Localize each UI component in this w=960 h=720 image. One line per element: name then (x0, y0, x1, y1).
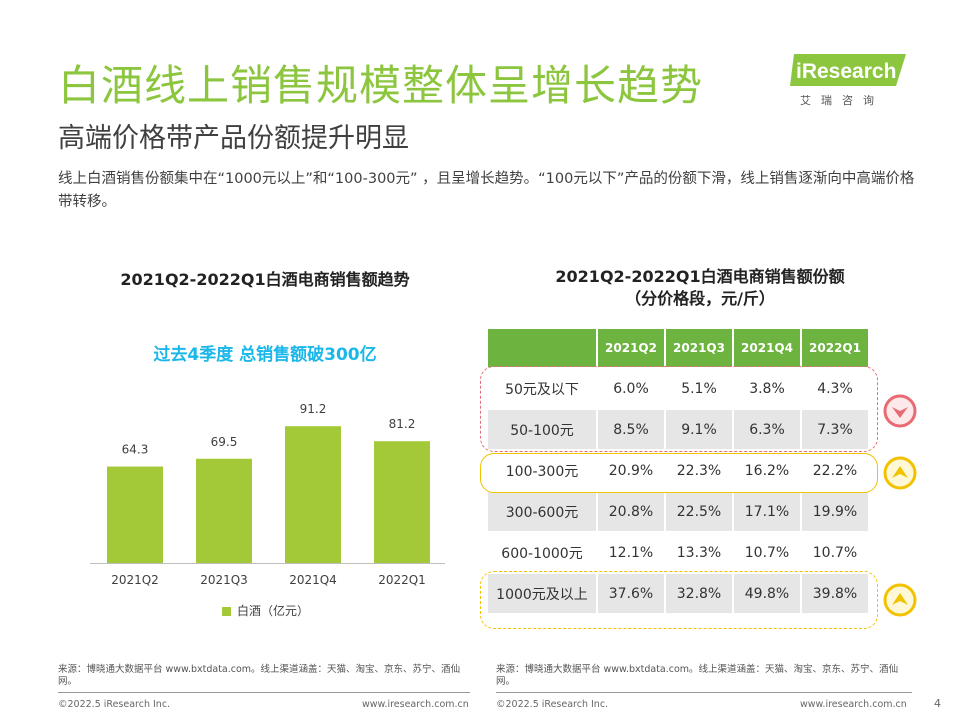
row-label: 1000元及以上 (488, 574, 596, 613)
table-cell: 10.7% (734, 533, 800, 572)
table-cell: 32.8% (666, 574, 732, 613)
bar-2022Q1 (374, 441, 430, 563)
row-label: 600-1000元 (488, 533, 596, 572)
logo-chinese: 艾瑞咨询 (800, 94, 884, 107)
bar-2021Q3 (196, 458, 252, 563)
table-cell: 9.1% (666, 410, 732, 449)
bar-2021Q2 (107, 466, 163, 563)
table-cell: 12.1% (598, 533, 664, 572)
bar-chart-title: 2021Q2-2022Q1白酒电商销售额趋势 (120, 270, 410, 289)
table-cell: 19.9% (802, 492, 868, 531)
share-table-title-line1: 2021Q2-2022Q1白酒电商销售额份额 (555, 267, 845, 286)
table-cell: 7.3% (802, 410, 868, 449)
source-note-left: 来源：博晓通大数据平台 www.bxtdata.com。线上渠道涵盖：天猫、淘宝… (58, 664, 461, 687)
table-cell: 8.5% (598, 410, 664, 449)
row-label: 300-600元 (488, 492, 596, 531)
share-table: 2021Q2 2021Q3 2021Q4 2022Q1 50元及以下 6.0% … (486, 327, 870, 615)
table-cell: 49.8% (734, 574, 800, 613)
column-header: 2022Q1 (802, 329, 868, 367)
row-label: 50-100元 (488, 410, 596, 449)
copyright-right: ©2022.5 iResearch Inc. (496, 699, 609, 710)
sales-bar-chart: 64.3 2021Q2 69.5 2021Q3 91.2 2021Q4 81.2 2022Q1 (90, 402, 445, 587)
arrow-up-icon (883, 456, 917, 490)
x-tick-label: 2021Q2 (111, 573, 159, 587)
bar-chart-legend: 白酒（亿元） (222, 602, 309, 619)
logo-name: iResearch (796, 60, 897, 83)
bar-chart-annotation: 过去4季度 总销售额破300亿 (153, 345, 377, 365)
arrow-down-icon (883, 394, 917, 428)
bar-value-label: 91.2 (300, 402, 327, 416)
mid-price-highlight (480, 453, 878, 493)
table-row: 50元及以下 6.0% 5.1% 3.8% 4.3% (488, 369, 868, 408)
arrow-up-icon (883, 583, 917, 617)
copyright-left: ©2022.5 iResearch Inc. (58, 699, 171, 710)
legend-label: 白酒（亿元） (237, 604, 310, 618)
bar-2021Q4 (285, 426, 341, 563)
row-label: 100-300元 (488, 451, 596, 490)
website-right: www.iresearch.com.cn (800, 699, 907, 710)
row-label: 50元及以下 (488, 369, 596, 408)
page-subtitle: 高端价格带产品份额提升明显 (58, 123, 409, 154)
table-cell: 22.2% (802, 451, 868, 490)
bar-value-label: 81.2 (389, 417, 416, 431)
table-cell: 22.5% (666, 492, 732, 531)
footer-divider-left (58, 692, 470, 693)
share-table-title: 2021Q2-2022Q1白酒电商销售额份额 （分价格段，元/斤） (480, 266, 920, 310)
page-description: 线上白酒销售份额集中在“1000元以上”和“100-300元” ，且呈增长趋势。… (58, 171, 915, 210)
source-note-right: 来源：博晓通大数据平台 www.bxtdata.com。线上渠道涵盖：天猫、淘宝… (496, 664, 899, 687)
table-cell: 37.6% (598, 574, 664, 613)
table-row: 600-1000元 12.1% 13.3% 10.7% 10.7% (488, 533, 868, 572)
table-cell: 5.1% (666, 369, 732, 408)
table-cell: 4.3% (802, 369, 868, 408)
high-price-highlight (480, 571, 878, 629)
table-cell: 10.7% (802, 533, 868, 572)
table-cell: 17.1% (734, 492, 800, 531)
table-cell: 39.8% (802, 574, 868, 613)
x-tick-label: 2021Q4 (289, 573, 337, 587)
table-cell: 6.3% (734, 410, 800, 449)
column-header: 2021Q2 (598, 329, 664, 367)
website-left: www.iresearch.com.cn (362, 699, 469, 710)
table-cell: 16.2% (734, 451, 800, 490)
table-row: 300-600元 20.8% 22.5% 17.1% 19.9% (488, 492, 868, 531)
table-cell: 3.8% (734, 369, 800, 408)
page-number: 4 (934, 697, 941, 710)
column-header: 2021Q3 (666, 329, 732, 367)
x-tick-label: 2021Q3 (200, 573, 248, 587)
bar-value-label: 69.5 (211, 435, 238, 449)
column-header: 2021Q4 (734, 329, 800, 367)
footer-divider-right (496, 692, 912, 693)
table-row: 100-300元 20.9% 22.3% 16.2% 22.2% (488, 451, 868, 490)
table-cell: 6.0% (598, 369, 664, 408)
bar-value-label: 64.3 (122, 443, 149, 457)
table-row: 50-100元 8.5% 9.1% 6.3% 7.3% (488, 410, 868, 449)
table-header-row: 2021Q2 2021Q3 2021Q4 2022Q1 (488, 329, 868, 367)
page-title: 白酒线上销售规模整体呈增长趋势 (58, 61, 704, 110)
logo-flag-icon (790, 54, 906, 86)
table-corner-cell (488, 329, 596, 367)
iresearch-logo: iResearch 艾瑞咨询 (790, 50, 910, 112)
table-cell: 20.9% (598, 451, 664, 490)
legend-swatch (222, 607, 231, 616)
low-price-highlight (480, 366, 878, 452)
table-row: 1000元及以上 37.6% 32.8% 49.8% 39.8% (488, 574, 868, 613)
share-table-title-line2: （分价格段，元/斤） (625, 289, 775, 308)
table-cell: 13.3% (666, 533, 732, 572)
x-tick-label: 2022Q1 (378, 573, 426, 587)
table-cell: 22.3% (666, 451, 732, 490)
table-cell: 20.8% (598, 492, 664, 531)
